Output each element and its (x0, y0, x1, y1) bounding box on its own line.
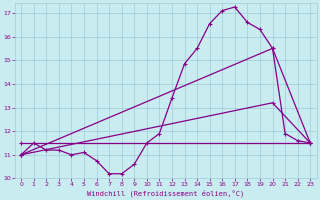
X-axis label: Windchill (Refroidissement éolien,°C): Windchill (Refroidissement éolien,°C) (87, 189, 244, 197)
